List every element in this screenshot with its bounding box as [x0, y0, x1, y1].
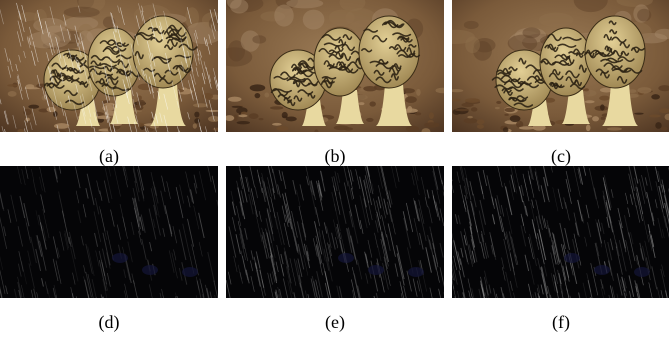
- panel-d-residual: [0, 166, 218, 298]
- caption-a: (a): [99, 146, 119, 166]
- caption-b: (b): [324, 146, 346, 166]
- panel-e-residual: [226, 166, 444, 298]
- caption-e: (e): [325, 312, 345, 332]
- caption-f: (f): [552, 312, 570, 332]
- rain-residual-map: [0, 166, 218, 298]
- mushroom-photo: [0, 0, 218, 132]
- rain-residual-map: [226, 166, 444, 298]
- caption-d: (d): [98, 312, 120, 332]
- mushroom-photo: [226, 0, 444, 132]
- mushroom-photo: [452, 0, 669, 132]
- panel-c-image: [452, 0, 669, 132]
- rain-residual-map: [452, 166, 669, 298]
- caption-c: (c): [551, 146, 571, 166]
- panel-b-image: [226, 0, 444, 132]
- panel-a-image: [0, 0, 218, 132]
- panel-f-residual: [452, 166, 669, 298]
